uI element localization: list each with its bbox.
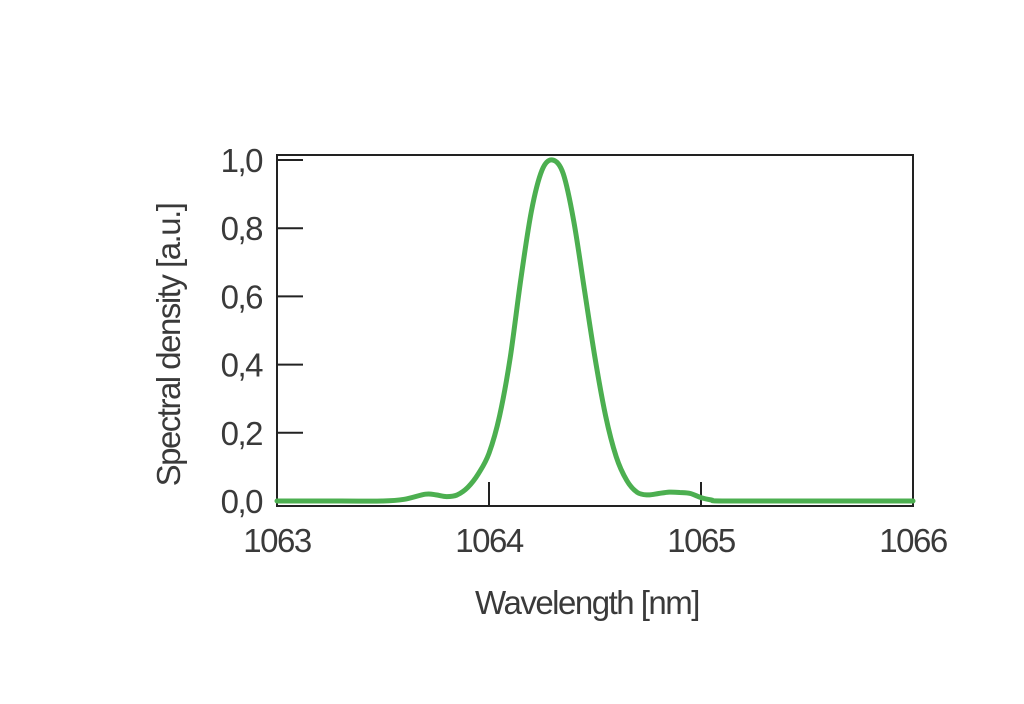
- x-tick-label: 1066: [879, 522, 947, 559]
- y-tick-label: 1,0: [221, 142, 264, 179]
- y-tick-label: 0,2: [221, 415, 263, 452]
- y-tick-label: 0,8: [221, 210, 263, 247]
- y-tick-label: 0,0: [221, 483, 264, 520]
- x-tick-label: 1065: [667, 522, 735, 559]
- y-axis-title: Spectral density [a.u.]: [150, 204, 187, 487]
- tick-labels: 0,0 0,2 0,4 0,6 0,8 1,0 1063 1064 1065 1066: [221, 142, 949, 559]
- y-tick-label: 0,6: [221, 278, 263, 315]
- y-tick-label: 0,4: [221, 347, 264, 384]
- x-tick-label: 1063: [243, 522, 311, 559]
- x-tick-label: 1064: [455, 522, 524, 559]
- x-axis-title: Wavelength [nm]: [475, 584, 699, 621]
- series-line: [274, 157, 916, 504]
- axis-ticks: [276, 159, 914, 506]
- plot-frame: [276, 154, 914, 507]
